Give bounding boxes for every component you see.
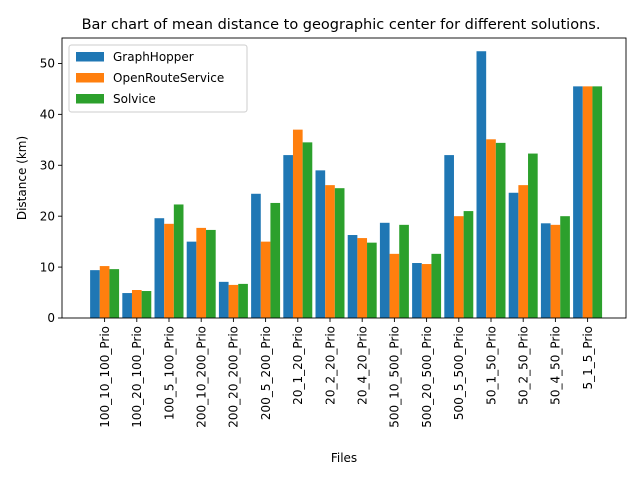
bar-graphhopper-50_4_50_Prio [540, 223, 551, 318]
bar-graphhopper-100_10_100_Prio [90, 270, 100, 318]
y-tick-label: 40 [40, 108, 55, 122]
bar-solvice-100_5_100_Prio [173, 204, 184, 318]
bar-solvice-20_4_20_Prio [367, 242, 377, 318]
legend: GraphHopper OpenRouteService Solvice [68, 44, 248, 113]
bar-solvice-500_20_500_Prio [431, 253, 442, 318]
bar-solvice-200_5_200_Prio [270, 202, 281, 318]
bar-graphhopper-500_20_500_Prio [412, 263, 422, 318]
x-tick-label: 50_4_50_Prio [549, 326, 563, 405]
bar-graphhopper-20_2_20_Prio [315, 170, 326, 318]
bar-solvice-50_4_50_Prio [560, 216, 570, 318]
plot-area-frame [61, 37, 627, 319]
x-tick-label: 200_5_200_Prio [259, 326, 273, 420]
bar-solvice-50_1_50_Prio [495, 142, 506, 318]
y-axis: 0 10 20 30 40 50 [40, 57, 62, 325]
y-tick-label: 50 [40, 57, 55, 71]
x-tick-label: 100_20_100_Prio [130, 326, 144, 428]
bar-openrouteservice-20_1_20_Prio [292, 129, 303, 318]
bar-openrouteservice-500_10_500_Prio [389, 253, 400, 318]
x-axis: 100_10_100_Prio 100_20_100_Prio 100_5_100_… [98, 318, 595, 428]
bar-solvice-500_5_500_Prio [463, 211, 474, 318]
x-tick-label: 20_4_20_Prio [356, 326, 370, 405]
y-tick-label: 30 [40, 158, 55, 172]
bar-graphhopper-500_5_500_Prio [444, 155, 454, 318]
x-tick-label: 100_10_100_Prio [98, 326, 112, 428]
x-tick-label: 100_5_100_Prio [162, 326, 176, 420]
bar-openrouteservice-500_20_500_Prio [421, 264, 432, 318]
chart-title: Bar chart of mean distance to geographic… [82, 17, 601, 33]
y-tick-label: 20 [40, 209, 55, 223]
bar-openrouteservice-100_10_100_Prio [99, 266, 110, 318]
x-tick-label: 20_2_20_Prio [323, 326, 337, 405]
legend-label-solvice: Solvice [113, 92, 156, 106]
bar-openrouteservice-200_10_200_Prio [196, 227, 207, 318]
bar-graphhopper-200_5_200_Prio [251, 193, 261, 318]
bar-solvice-5_1_5_Prio [592, 86, 603, 318]
bar-openrouteservice-50_1_50_Prio [486, 139, 496, 318]
bar-solvice-200_20_200_Prio [238, 283, 248, 318]
bar-openrouteservice-50_2_50_Prio [518, 185, 529, 318]
y-axis-label: Distance (km) [15, 136, 29, 220]
bar-solvice-200_10_200_Prio [206, 229, 216, 318]
x-tick-label: 5_1_5_Prio [581, 326, 595, 390]
bar-solvice-100_20_100_Prio [141, 291, 152, 318]
legend-swatch-solvice [76, 94, 104, 104]
bars-layer [90, 51, 603, 319]
bar-solvice-20_1_20_Prio [302, 142, 313, 318]
bar-graphhopper-50_1_50_Prio [476, 51, 487, 319]
bar-graphhopper-100_20_100_Prio [122, 293, 132, 318]
x-tick-label: 50_1_50_Prio [484, 326, 498, 405]
y-tick-label: 10 [40, 260, 55, 274]
bar-graphhopper-500_10_500_Prio [379, 222, 390, 318]
bar-graphhopper-50_2_50_Prio [508, 192, 519, 318]
bar-graphhopper-20_1_20_Prio [283, 155, 293, 318]
x-tick-label: 20_1_20_Prio [291, 326, 305, 405]
bar-openrouteservice-100_5_100_Prio [164, 223, 174, 318]
bar-graphhopper-200_20_200_Prio [218, 281, 229, 318]
y-tick-label: 0 [47, 311, 55, 325]
bar-openrouteservice-5_1_5_Prio [582, 86, 593, 318]
x-tick-label: 50_2_50_Prio [517, 326, 531, 405]
bar-graphhopper-5_1_5_Prio [573, 86, 583, 318]
bar-graphhopper-20_4_20_Prio [347, 235, 358, 318]
bar-openrouteservice-200_5_200_Prio [260, 241, 271, 318]
x-tick-label: 500_5_500_Prio [452, 326, 466, 420]
legend-swatch-graphhopper [76, 52, 104, 62]
x-tick-label: 500_10_500_Prio [388, 326, 402, 428]
legend-box [68, 44, 248, 113]
bar-openrouteservice-100_20_100_Prio [131, 290, 142, 318]
x-tick-label: 500_20_500_Prio [420, 326, 434, 428]
x-tick-label: 200_20_200_Prio [227, 326, 241, 428]
bar-solvice-20_2_20_Prio [334, 188, 345, 318]
bar-openrouteservice-20_2_20_Prio [325, 185, 335, 318]
bar-solvice-100_10_100_Prio [109, 269, 120, 318]
bar-openrouteservice-200_20_200_Prio [228, 284, 239, 318]
legend-label-graphhopper: GraphHopper [113, 50, 194, 64]
legend-label-openrouteservice: OpenRouteService [113, 71, 224, 85]
bar-openrouteservice-20_4_20_Prio [357, 238, 368, 318]
legend-swatch-openrouteservice [76, 73, 104, 83]
bar-openrouteservice-50_4_50_Prio [550, 224, 561, 318]
bar-graphhopper-200_10_200_Prio [186, 241, 197, 318]
x-axis-label: Files [331, 451, 357, 465]
bar-solvice-500_10_500_Prio [399, 224, 409, 318]
x-tick-label: 200_10_200_Prio [195, 326, 209, 428]
bar-graphhopper-100_5_100_Prio [154, 218, 165, 318]
bar-openrouteservice-500_5_500_Prio [453, 216, 464, 318]
bar-solvice-50_2_50_Prio [528, 153, 538, 318]
